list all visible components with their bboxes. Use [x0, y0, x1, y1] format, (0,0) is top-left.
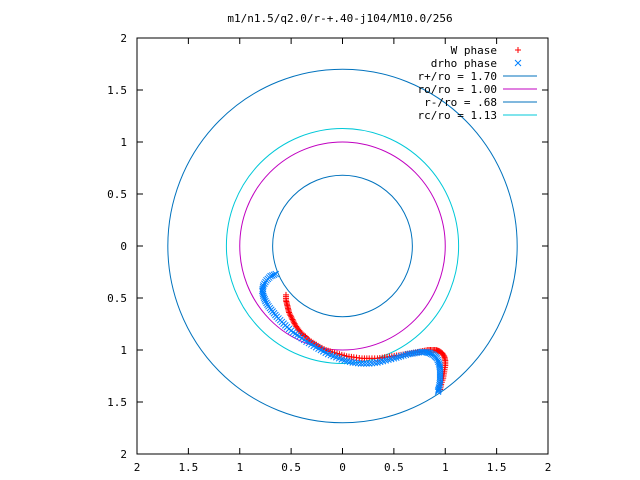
circle-2 [167, 68, 518, 424]
circles-layer [167, 68, 518, 424]
point-fill-1-20-1 [352, 359, 359, 367]
x-tick-label-2: 1 [236, 461, 243, 474]
point-fill-1-25-2 [395, 353, 403, 361]
point-fill-1-22-2 [371, 359, 379, 367]
point-fill-1-26-1 [400, 352, 407, 359]
legend-label-3: ro/ro = 1.00 [418, 83, 497, 96]
point-fill-1-25-1 [392, 354, 400, 361]
x-tick-label-6: 1 [442, 461, 449, 474]
point-fill-1-21-1 [360, 360, 368, 367]
point-fill-1-21-2 [363, 360, 370, 367]
point-fill-1-22-1 [368, 359, 376, 367]
point-fill-1-0-1 [270, 271, 278, 279]
legend-label-2: r+/ro = 1.70 [418, 70, 497, 83]
point-fill-0-10-2 [305, 336, 312, 343]
point-1-5 [260, 292, 267, 300]
legend-marker-1 [514, 59, 522, 67]
points-layer [259, 270, 449, 395]
legend-label-0: W phase [451, 44, 497, 57]
point-fill-1-5-2 [261, 296, 269, 303]
y-tick-label-0: 2 [120, 448, 127, 461]
y-tick-label-3: 0.5 [107, 292, 127, 305]
y-tick-label-6: 1 [120, 136, 127, 149]
x-tick-label-1: 1.5 [178, 461, 198, 474]
point-1-26 [397, 352, 405, 360]
point-0-4 [286, 309, 293, 316]
point-0-5 [288, 313, 295, 320]
point-fill-1-5-1 [260, 294, 268, 302]
point-fill-1-20-2 [354, 359, 362, 367]
circle-5 [225, 127, 460, 365]
y-tick-label-5: 0.5 [107, 188, 127, 201]
point-1-39 [434, 388, 442, 395]
y-tick-label-8: 2 [120, 32, 127, 45]
x-tick-label-5: 0.5 [384, 461, 404, 474]
point-fill-1-33-1 [434, 356, 442, 364]
point-fill-0-4-1 [286, 310, 293, 317]
point-1-25 [390, 354, 398, 362]
point-0-6 [290, 317, 297, 324]
y-tick-label-2: 1 [120, 344, 127, 357]
point-fill-1-0-2 [268, 272, 276, 279]
legend-label-4: r-/ro = .68 [424, 96, 497, 109]
chart-title: m1/n1.5/q2.0/r-+.40-j104/M10.0/256 [227, 12, 452, 25]
x-tick-label-7: 1.5 [487, 461, 507, 474]
point-1-0 [272, 270, 280, 278]
x-tick-label-8: 2 [545, 461, 552, 474]
ticks-layer: 2 1.5 1 0.5 0 0.5 1 1.5 221.510.500.511.52 [107, 32, 551, 474]
point-fill-0-5-2 [289, 316, 296, 323]
point-fill-0-5-1 [288, 315, 295, 322]
x-tick-label-3: 0.5 [281, 461, 301, 474]
legend-label-1: drho phase [431, 57, 497, 70]
y-tick-label-1: 1.5 [107, 396, 127, 409]
point-fill-0-4-2 [287, 312, 294, 319]
legend-marker-0 [515, 47, 521, 53]
point-fill-0-6-1 [290, 319, 297, 326]
y-tick-label-4: 0 [120, 240, 127, 253]
point-1-22 [365, 360, 373, 367]
x-tick-label-4: 0 [339, 461, 346, 474]
point-fill-1-38-2 [435, 386, 442, 394]
x-tick-label-0: 2 [134, 461, 141, 474]
point-1-33 [433, 354, 441, 362]
circle-3 [239, 141, 446, 351]
point-1-20 [349, 359, 357, 366]
y-tick-label-7: 1.5 [107, 84, 127, 97]
point-1-21 [357, 360, 365, 367]
legend-label-5: rc/ro = 1.13 [418, 109, 497, 122]
circle-4 [272, 174, 413, 318]
